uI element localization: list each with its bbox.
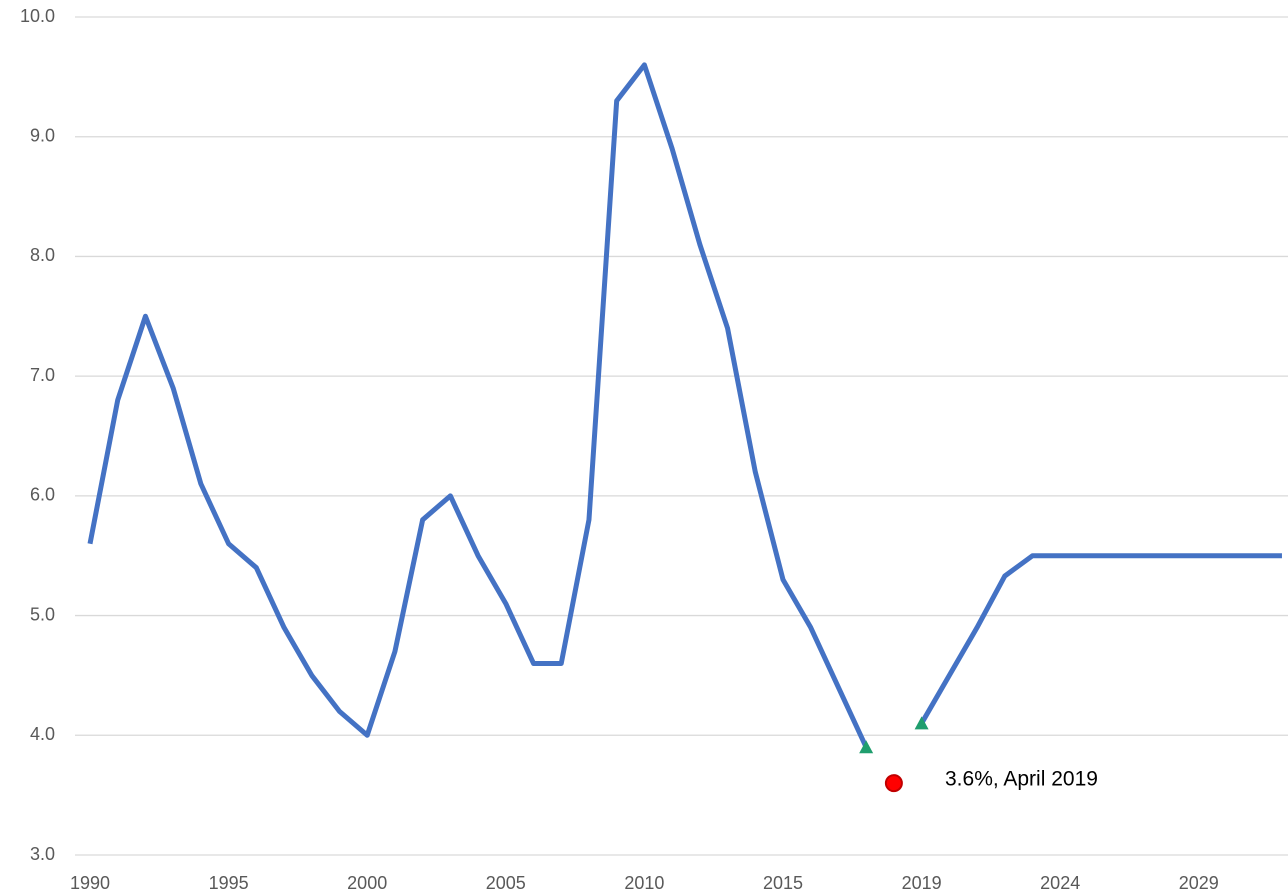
y-tick-label: 7.0: [30, 365, 55, 385]
y-tick-label: 10.0: [20, 6, 55, 26]
x-tick-label: 2029: [1179, 873, 1219, 893]
x-tick-label: 1995: [209, 873, 249, 893]
triangle-marker: [859, 740, 874, 754]
y-tick-label: 5.0: [30, 604, 55, 624]
y-tick-label: 6.0: [30, 485, 55, 505]
triangle-marker: [914, 716, 929, 730]
x-tick-label: 2010: [624, 873, 664, 893]
y-tick-label: 3.0: [30, 844, 55, 864]
y-tick-label: 9.0: [30, 125, 55, 145]
annotation: 3.6%, April 2019: [945, 768, 1098, 791]
point-marker: [884, 774, 903, 793]
y-tick-label: 8.0: [30, 245, 55, 265]
x-tick-label: 1990: [70, 873, 110, 893]
x-tick-label: 2000: [347, 873, 387, 893]
x-tick-label: 2015: [763, 873, 803, 893]
data-line: [87, 62, 1282, 749]
x-tick-label: 2005: [486, 873, 526, 893]
x-tick-label: 2019: [902, 873, 942, 893]
x-tick-label: 2024: [1040, 873, 1080, 893]
y-tick-label: 4.0: [30, 724, 55, 744]
